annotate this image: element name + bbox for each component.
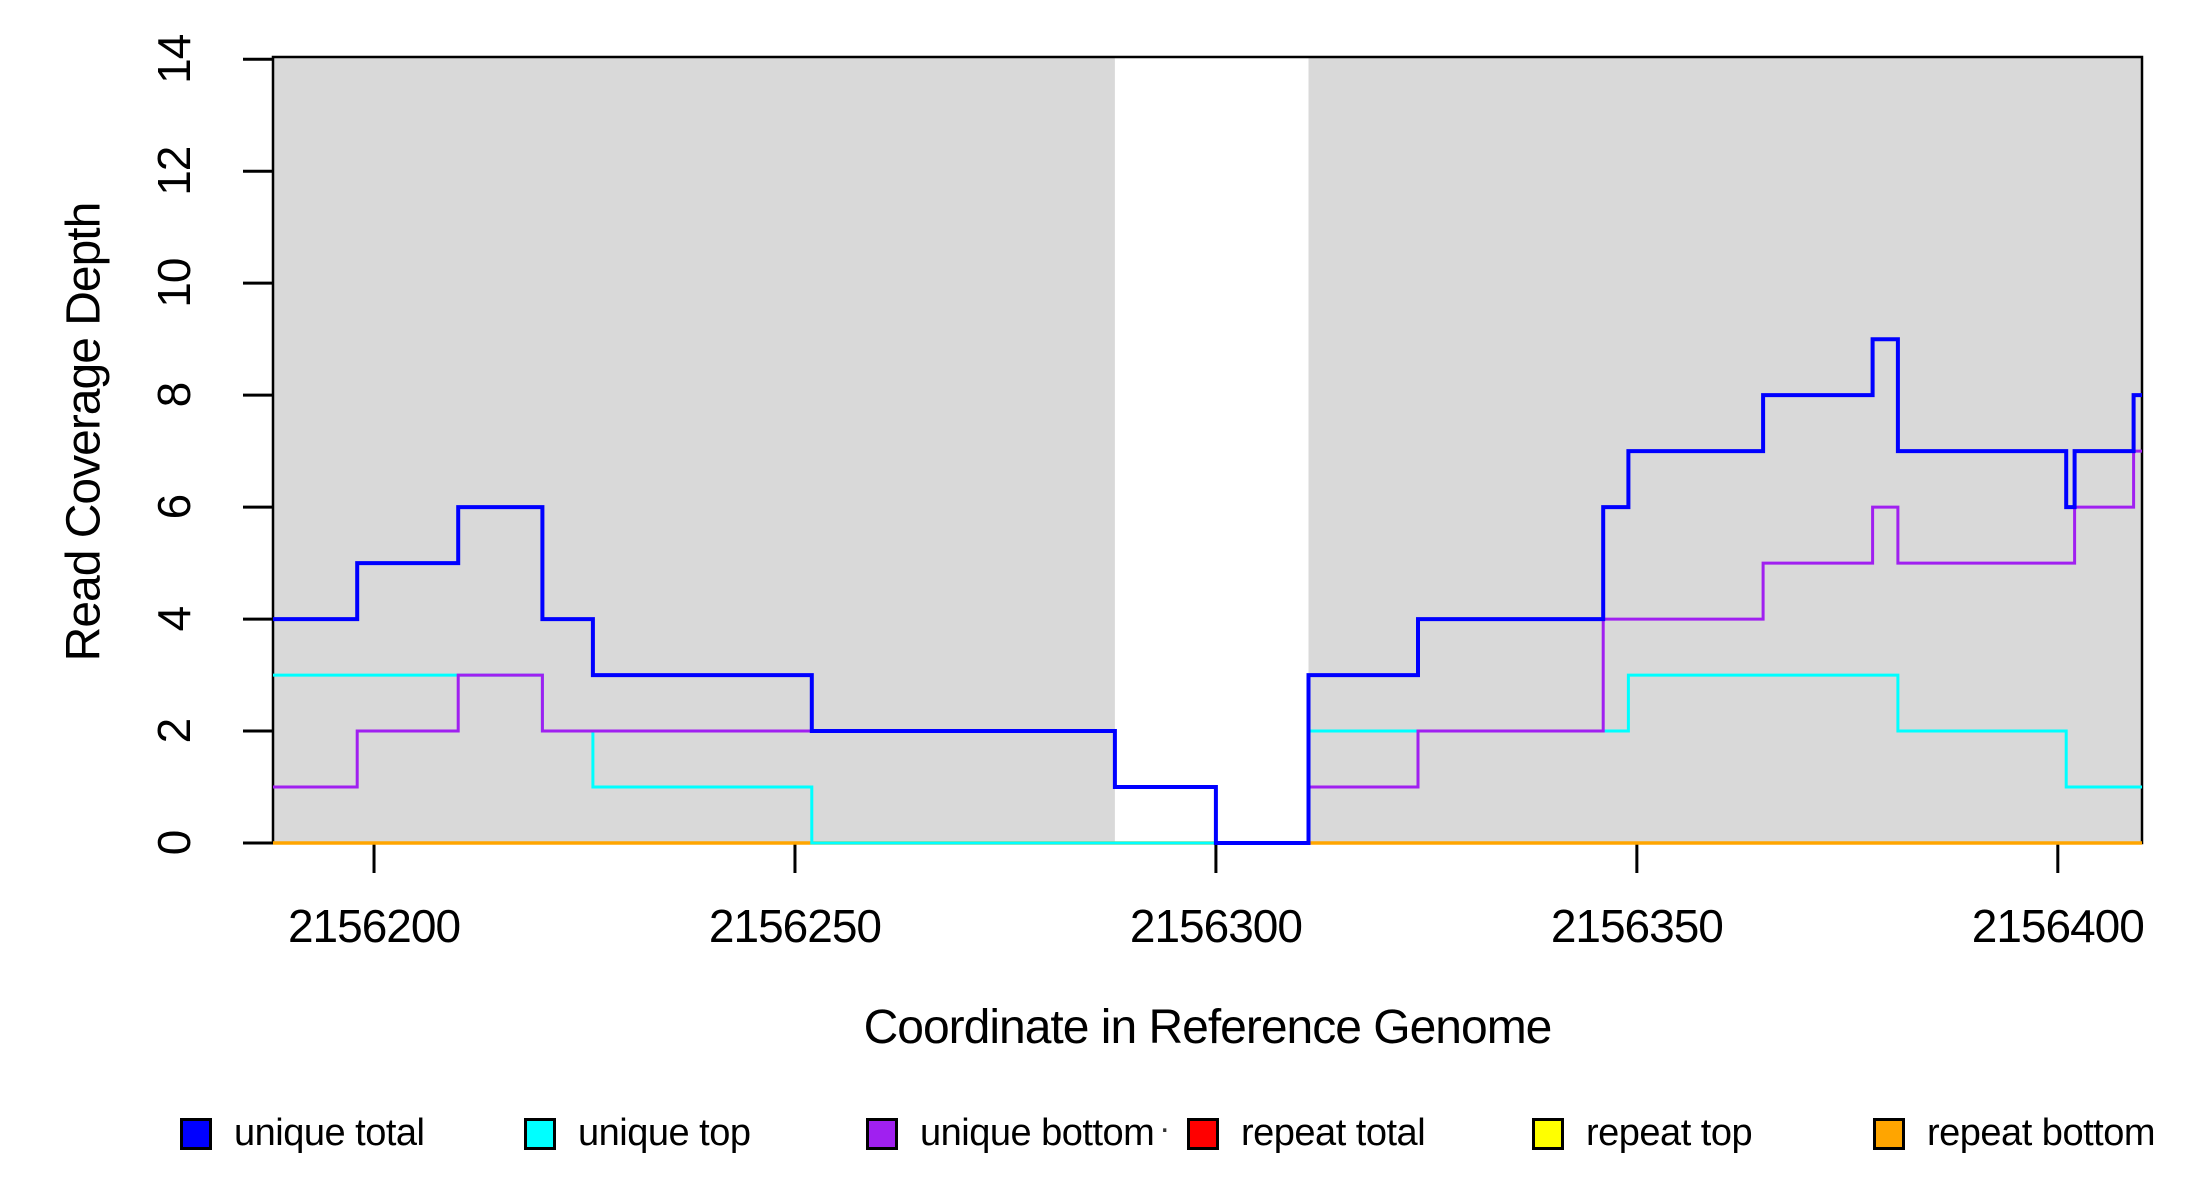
legend-label-unique-bottom: unique bottom [920,1112,1155,1154]
unique-bottom-swatch [866,1117,898,1150]
legend-item-repeat-total: repeat total [1187,1112,1426,1155]
series-unique-bottom-line [273,449,2142,845]
legend-item-repeat-bottom: repeat bottom [1873,1112,2155,1155]
series-unique-total-line [273,337,2142,845]
legend-item-unique-top: unique top [524,1112,751,1155]
x-tick-label: 2156350 [1551,900,1723,952]
legend-item-unique-total: unique total [180,1112,425,1155]
x-axis-title: Coordinate in Reference Genome [863,1001,1553,1054]
legend-title-dot: . [1160,1102,1170,1140]
y-tick-label: 12 [148,147,200,196]
legend-label-repeat-bottom: repeat bottom [1927,1112,2155,1154]
legend-label-unique-top: unique top [578,1112,751,1154]
legend-label-unique-total: unique total [234,1112,425,1154]
unique-top-swatch [524,1117,556,1150]
y-tick-label: 4 [148,606,200,631]
y-tick-label: 6 [148,495,200,520]
y-tick-label: 2 [148,719,200,744]
y-tick-label: 14 [148,34,200,84]
legend: unique total unique top unique bottom repea… [0,0,2200,1154]
x-tick-label: 2156250 [709,900,881,952]
legend-label-repeat-top: repeat top [1586,1112,1753,1154]
y-tick-label: 8 [148,383,200,408]
y-tick-label: 0 [148,831,200,856]
x-tick-label: 2156400 [1972,900,2144,952]
y-tick-label: 10 [148,259,200,308]
x-tick-label: 2156200 [288,900,460,952]
legend-label-repeat-total: repeat total [1241,1112,1426,1154]
repeat-top-swatch [1532,1117,1564,1150]
shaded-region-unique-mappability-left [273,57,1115,843]
repeat-bottom-swatch [1873,1117,1905,1150]
y-axis-title: Read Coverage Depth [57,202,111,662]
legend-item-unique-bottom: unique bottom [866,1112,1155,1155]
unique-total-swatch [180,1117,212,1150]
x-tick-label: 2156300 [1130,900,1302,952]
repeat-total-swatch [1187,1117,1219,1150]
legend-item-repeat-top: repeat top [1532,1112,1753,1155]
